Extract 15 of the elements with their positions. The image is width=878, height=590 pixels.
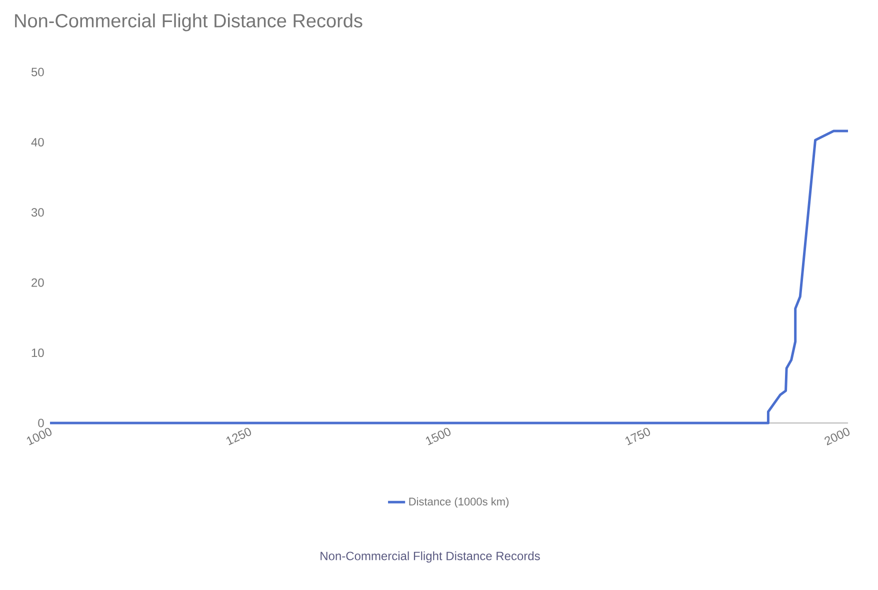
text: Non-Commercial Flight Distance Records [320,551,540,563]
y-tick-label: 40 [31,138,44,146]
x-tick-label: 1500 [426,428,451,446]
y-tick-label: 30 [31,208,44,217]
y-tick-label: 50 [31,68,44,76]
legend-label: Distance (1000s km) [409,497,509,508]
y-tick-label: 0 [38,418,44,428]
x-tick-label: 2000 [824,428,850,446]
y-tick-label: 10 [32,348,44,358]
x-tick-label: 1750 [625,428,650,446]
line-series [48,130,850,424]
x-tick-label: 1250 [226,428,252,446]
y-tick-label: 20 [32,278,44,287]
chart-title: Non-Commercial Flight Distance Records [15,14,362,32]
x-tick-label: 1000 [26,428,52,446]
